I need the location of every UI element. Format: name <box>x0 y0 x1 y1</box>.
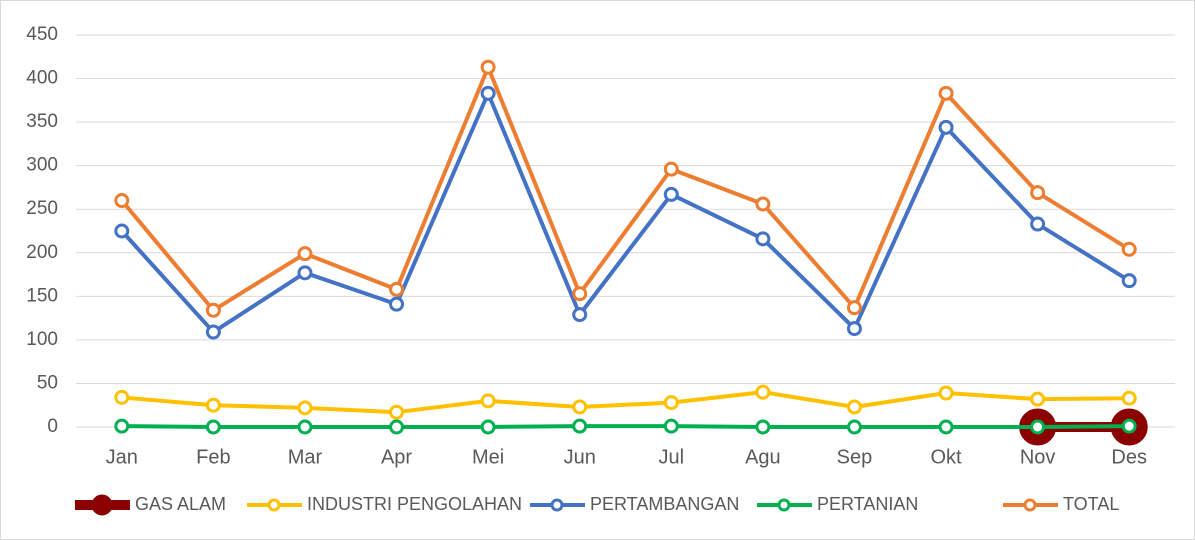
data-point <box>572 399 588 415</box>
data-point <box>205 397 221 413</box>
data-point <box>297 400 313 416</box>
x-tick-label: Jun <box>564 446 596 468</box>
data-point <box>663 418 679 434</box>
data-point <box>205 324 221 340</box>
data-point <box>846 419 862 435</box>
data-point <box>1121 390 1137 406</box>
data-point <box>938 385 954 401</box>
data-point <box>572 307 588 323</box>
data-point <box>114 193 130 209</box>
legend-label: PERTANIAN <box>817 494 918 514</box>
data-point <box>1030 216 1046 232</box>
legend-marker <box>1023 498 1037 512</box>
x-tick-label: Apr <box>381 446 412 468</box>
data-point <box>480 59 496 75</box>
series-line <box>120 91 1131 335</box>
x-tick-label: Mei <box>472 446 504 468</box>
series-line <box>120 65 1131 313</box>
x-tick-label: Mar <box>288 446 323 468</box>
data-point <box>297 246 313 262</box>
y-tick-label: 50 <box>37 372 58 393</box>
series-line <box>121 424 1130 429</box>
y-tick-label: 100 <box>26 329 58 350</box>
data-point <box>846 300 862 316</box>
legend-marker <box>91 494 113 516</box>
data-point <box>389 296 405 312</box>
data-point <box>755 384 771 400</box>
y-tick-label: 300 <box>26 155 58 176</box>
data-point <box>480 85 496 101</box>
legend-marker <box>550 498 564 512</box>
legend-marker <box>777 498 791 512</box>
legend: GAS ALAM INDUSTRI PENGOLAHAN PERTAMBANGAN P… <box>75 494 1119 516</box>
data-point <box>938 419 954 435</box>
data-point <box>846 321 862 337</box>
legend-label: TOTAL <box>1063 494 1119 514</box>
data-point <box>297 265 313 281</box>
legend-label: PERTAMBANGAN <box>590 494 739 514</box>
y-tick-label: 150 <box>26 285 58 306</box>
data-point <box>1030 391 1046 407</box>
data-point <box>663 395 679 411</box>
y-tick-label: 250 <box>26 198 58 219</box>
data-point <box>389 281 405 297</box>
data-point <box>114 418 130 434</box>
y-tick-label: 0 <box>47 416 58 437</box>
data-point <box>938 119 954 135</box>
data-point <box>205 419 221 435</box>
data-point <box>663 186 679 202</box>
y-tick-label: 450 <box>26 24 58 45</box>
data-point <box>389 404 405 420</box>
data-point <box>480 393 496 409</box>
data-point <box>1121 273 1137 289</box>
data-point <box>1030 419 1046 435</box>
legend-marker <box>267 498 281 512</box>
data-point <box>389 419 405 435</box>
data-point <box>846 399 862 415</box>
legend-label: INDUSTRI PENGOLAHAN <box>307 494 522 514</box>
x-tick-label: Jul <box>659 446 685 468</box>
data-point <box>938 85 954 101</box>
series-line <box>121 390 1130 415</box>
x-tick-label: Agu <box>745 446 781 468</box>
data-point <box>663 161 679 177</box>
x-tick-label: Nov <box>1020 446 1056 468</box>
data-point <box>205 302 221 318</box>
legend-label: GAS ALAM <box>135 494 226 514</box>
x-tick-label: Sep <box>837 446 873 468</box>
data-point <box>755 419 771 435</box>
data-point <box>1121 418 1137 434</box>
y-tick-label: 400 <box>26 68 58 89</box>
x-tick-label: Feb <box>196 446 230 468</box>
y-tick-label: 200 <box>26 242 58 263</box>
data-point <box>114 223 130 239</box>
data-point <box>572 286 588 302</box>
data-point <box>1030 185 1046 201</box>
data-point <box>572 418 588 434</box>
y-tick-label: 350 <box>26 111 58 132</box>
data-point <box>297 419 313 435</box>
data-point <box>1121 241 1137 257</box>
data-point <box>755 196 771 212</box>
x-tick-label: Jan <box>106 446 138 468</box>
data-point <box>755 231 771 247</box>
data-point <box>114 389 130 405</box>
x-tick-label: Des <box>1111 446 1147 468</box>
x-tick-label: Okt <box>930 446 962 468</box>
data-point <box>480 419 496 435</box>
